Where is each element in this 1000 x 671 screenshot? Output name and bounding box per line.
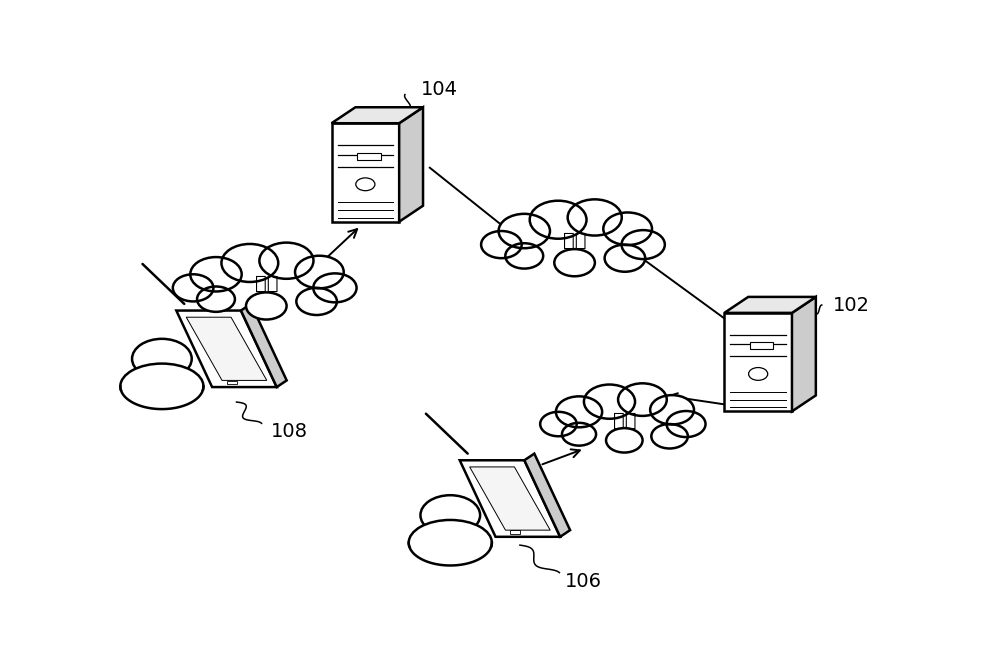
- Circle shape: [505, 244, 543, 268]
- Polygon shape: [724, 313, 792, 411]
- Ellipse shape: [120, 364, 203, 409]
- Circle shape: [605, 245, 645, 272]
- Polygon shape: [792, 297, 816, 411]
- Polygon shape: [460, 460, 560, 537]
- Circle shape: [295, 256, 344, 289]
- Circle shape: [651, 424, 688, 448]
- Polygon shape: [724, 297, 816, 313]
- Circle shape: [622, 230, 665, 259]
- Circle shape: [667, 411, 706, 437]
- Polygon shape: [241, 304, 287, 387]
- Polygon shape: [399, 107, 423, 221]
- Polygon shape: [186, 317, 267, 380]
- Circle shape: [420, 495, 480, 535]
- Circle shape: [499, 214, 550, 248]
- Text: 108: 108: [271, 423, 308, 442]
- Text: 106: 106: [565, 572, 602, 591]
- Circle shape: [259, 243, 313, 279]
- Text: 102: 102: [833, 296, 870, 315]
- Text: 网络: 网络: [613, 411, 636, 429]
- Circle shape: [540, 412, 577, 436]
- Polygon shape: [176, 311, 277, 387]
- Circle shape: [530, 201, 587, 239]
- Circle shape: [554, 249, 595, 276]
- Circle shape: [568, 199, 622, 236]
- Polygon shape: [750, 342, 773, 350]
- Text: 网络: 网络: [563, 231, 586, 250]
- Circle shape: [481, 231, 522, 258]
- Ellipse shape: [409, 520, 492, 566]
- Circle shape: [618, 383, 667, 416]
- Circle shape: [606, 428, 643, 452]
- Polygon shape: [394, 548, 507, 568]
- Polygon shape: [332, 123, 399, 221]
- Circle shape: [197, 287, 235, 312]
- Circle shape: [650, 395, 694, 425]
- Text: 网络: 网络: [255, 274, 278, 293]
- Polygon shape: [470, 467, 550, 530]
- Polygon shape: [357, 153, 381, 160]
- Circle shape: [221, 244, 278, 282]
- Text: 104: 104: [420, 80, 457, 99]
- Circle shape: [246, 293, 287, 319]
- Circle shape: [173, 274, 213, 301]
- Circle shape: [313, 273, 357, 303]
- Circle shape: [190, 257, 242, 291]
- Polygon shape: [524, 454, 570, 537]
- Circle shape: [556, 397, 602, 427]
- Circle shape: [296, 288, 337, 315]
- Polygon shape: [105, 391, 219, 411]
- Circle shape: [562, 423, 596, 446]
- Circle shape: [584, 384, 635, 419]
- Polygon shape: [332, 107, 423, 123]
- Circle shape: [603, 213, 652, 245]
- Circle shape: [132, 339, 192, 378]
